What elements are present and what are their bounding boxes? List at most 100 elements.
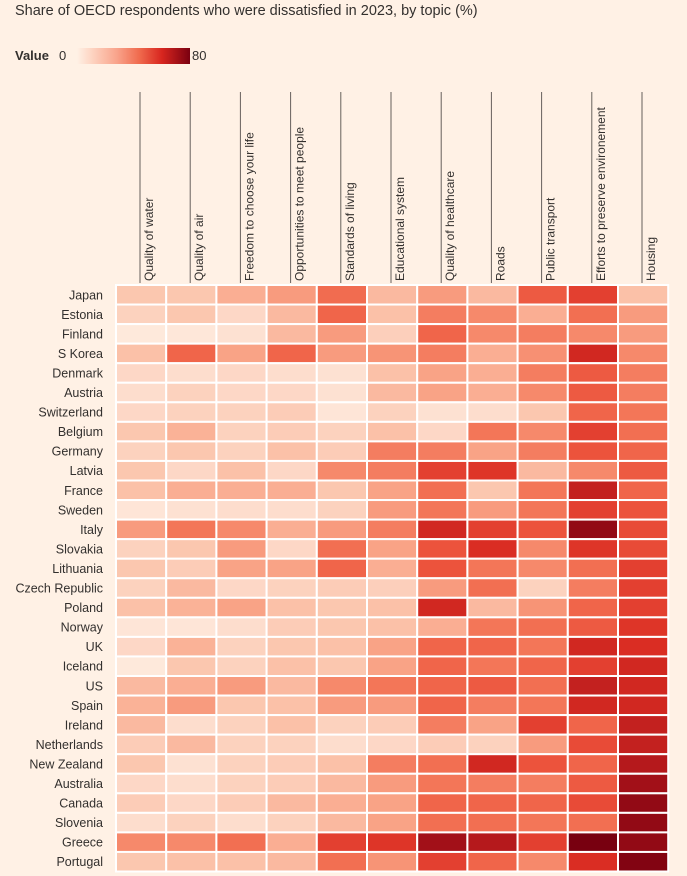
row-label: Netherlands (36, 738, 103, 752)
heatmap-cell: Austria — Educational system: 22 (366, 381, 419, 404)
heatmap-cell: Netherlands — Efforts to preserve enviro… (566, 733, 619, 756)
heatmap-cell: Lithuania — Quality of water: 18 (115, 557, 168, 580)
heatmap-cell: Germany — Quality of healthcare: 38 (416, 440, 469, 462)
heatmap-cell: Latvia — Housing: 48 (617, 459, 670, 482)
heatmap-cell: Sweden — Standards of living: 14 (315, 499, 368, 521)
heatmap-cell: Finland — Quality of water: 4 (115, 323, 168, 345)
heatmap-cell: Slovakia — Quality of healthcare: 50 (416, 538, 469, 560)
row-label: France (64, 484, 103, 498)
heatmap-cell: Latvia — Quality of air: 12 (165, 459, 218, 482)
heatmap-cell: Portugal — Efforts to preserve environem… (566, 850, 619, 873)
heatmap-cell: Lithuania — Freedom to choose your life:… (215, 557, 268, 580)
heatmap-cell: UK — Quality of air: 24 (165, 635, 218, 658)
row-label: Poland (64, 601, 103, 615)
legend-max-label: 80 (192, 48, 207, 63)
heatmap-cell: Ireland — Quality of air: 10 (165, 714, 218, 736)
column-label: Quality of water (142, 198, 156, 281)
heatmap-cell: Finland — Quality of healthcare: 45 (416, 323, 469, 345)
heatmap-cell: Latvia — Educational system: 38 (366, 459, 419, 482)
row-label: US (86, 679, 103, 693)
heatmap-cell: Slovenia — Opportunities to meet people:… (265, 811, 318, 834)
heatmap-cell: UK — Standards of living: 20 (315, 635, 368, 658)
heatmap-cell: Greece — Freedom to choose your life: 42 (215, 831, 268, 853)
heatmap-cell: Portugal — Opportunities to meet people:… (265, 850, 318, 873)
heatmap-cell: UK — Educational system: 28 (366, 635, 419, 658)
heatmap-cell: Canada — Public transport: 45 (516, 792, 569, 814)
heatmap-cell: Spain — Quality of air: 30 (165, 694, 218, 717)
heatmap-cell: Netherlands — Roads: 14 (466, 733, 519, 756)
heatmap-cell: Norway — Standards of living: 18 (315, 616, 368, 638)
heatmap-cell: US — Educational system: 40 (366, 675, 419, 697)
heatmap-cell: US — Quality of healthcare: 45 (416, 675, 469, 697)
heatmap-cell: Belgium — Public transport: 35 (516, 420, 569, 443)
heatmap-cell: New Zealand — Standards of living: 20 (315, 753, 368, 775)
heatmap-cell: Poland — Housing: 55 (617, 596, 670, 619)
heatmap-cell: Lithuania — Educational system: 25 (366, 557, 419, 580)
heatmap-cell: Switzerland — Quality of water: 12 (115, 401, 168, 423)
heatmap-cell: Germany — Standards of living: 16 (315, 440, 368, 462)
heatmap-cell: France — Freedom to choose your life: 25 (215, 479, 268, 502)
heatmap-cell: Norway — Freedom to choose your life: 10 (215, 616, 268, 638)
row-label: UK (86, 640, 104, 654)
heatmap-cell: Japan — Quality of healthcare: 30 (416, 284, 469, 306)
heatmap-cell: Australia — Freedom to choose your life:… (215, 772, 268, 795)
heatmap-cell: S Korea — Quality of healthcare: 38 (416, 342, 469, 365)
heatmap-cell: Slovenia — Standards of living: 22 (315, 811, 368, 834)
heatmap-cell: Italy — Public transport: 50 (516, 518, 569, 541)
heatmap-cell: US — Opportunities to meet people: 22 (265, 675, 318, 697)
heatmap-cell: Germany — Public transport: 38 (516, 440, 569, 462)
heatmap-cell: Ireland — Efforts to preserve environeme… (566, 714, 619, 736)
chart-title: Share of OECD respondents who were dissa… (15, 3, 478, 19)
heatmap-cell: Switzerland — Freedom to choose your lif… (215, 401, 268, 423)
heatmap-cell: Italy — Quality of air: 40 (165, 518, 218, 541)
heatmap-cell: Netherlands — Freedom to choose your lif… (215, 733, 268, 756)
heatmap-cell: Poland — Educational system: 20 (366, 596, 419, 619)
heatmap-cell: France — Standards of living: 18 (315, 479, 368, 502)
heatmap-cell: Sweden — Efforts to preserve environemen… (566, 499, 619, 521)
heatmap-cell: Slovakia — Educational system: 28 (366, 538, 419, 560)
heatmap-cell: Poland — Quality of water: 20 (115, 596, 168, 619)
heatmap-cell: Austria — Housing: 38 (617, 381, 670, 404)
heatmap-cell: Estonia — Freedom to choose your life: 1… (215, 303, 268, 326)
heatmap-cell: Greece — Housing: 75 (617, 831, 670, 853)
heatmap-cell: Italy — Roads: 55 (466, 518, 519, 541)
heatmap-cell: Latvia — Opportunities to meet people: 1… (265, 459, 318, 482)
row-label: Australia (54, 777, 103, 791)
heatmap-cell: Slovenia — Educational system: 28 (366, 811, 419, 834)
heatmap-cell: Slovenia — Public transport: 40 (516, 811, 569, 834)
row-label: Austria (64, 386, 103, 400)
heatmap-cell: Australia — Efforts to preserve environe… (566, 772, 619, 795)
heatmap-cell: Ireland — Standards of living: 14 (315, 714, 368, 736)
heatmap-cell: Finland — Public transport: 38 (516, 323, 569, 345)
heatmap-cell: Greece — Public transport: 55 (516, 831, 569, 853)
heatmap-cell: Canada — Housing: 75 (617, 792, 670, 814)
heatmap-cell: Netherlands — Quality of water: 16 (115, 733, 168, 756)
heatmap-cell: Portugal — Educational system: 32 (366, 850, 419, 873)
column-label: Opportunities to meet people (293, 127, 307, 281)
heatmap-cell: Lithuania — Housing: 55 (617, 557, 670, 580)
heatmap-cell: S Korea — Housing: 35 (617, 342, 670, 365)
heatmap-cell: Sweden — Quality of healthcare: 40 (416, 499, 469, 521)
heatmap-cell: Canada — Roads: 45 (466, 792, 519, 814)
heatmap-cell: New Zealand — Housing: 68 (617, 753, 670, 775)
heatmap-cell: US — Housing: 62 (617, 675, 670, 697)
heatmap-cell: France — Quality of healthcare: 42 (416, 479, 469, 502)
heatmap-cell: Estonia — Opportunities to meet people: … (265, 303, 318, 326)
heatmap-cell: Switzerland — Roads: 10 (466, 401, 519, 423)
heatmap-cell: Iceland — Public transport: 45 (516, 655, 569, 678)
heatmap-cell: Australia — Quality of air: 10 (165, 772, 218, 795)
heatmap-cell: Ireland — Opportunities to meet people: … (265, 714, 318, 736)
heatmap-cell: Norway — Roads: 40 (466, 616, 519, 638)
heatmap-cell: Slovenia — Quality of water: 10 (115, 811, 168, 834)
heatmap-cell: Iceland — Roads: 40 (466, 655, 519, 678)
heatmap-cell: Czech Republic — Efforts to preserve env… (566, 577, 619, 599)
heatmap-cell: Latvia — Quality of water: 18 (115, 459, 168, 482)
heatmap-cell: Spain — Quality of water: 24 (115, 694, 168, 717)
heatmap-cell: Netherlands — Opportunities to meet peop… (265, 733, 318, 756)
heatmap-cell: Norway — Housing: 58 (617, 616, 670, 638)
heatmap-cell: Iceland — Quality of water: 4 (115, 655, 168, 678)
heatmap-cell: Canada — Freedom to choose your life: 16 (215, 792, 268, 814)
heatmap-cell: New Zealand — Roads: 62 (466, 753, 519, 775)
heatmap-cell: Portugal — Roads: 45 (466, 850, 519, 873)
